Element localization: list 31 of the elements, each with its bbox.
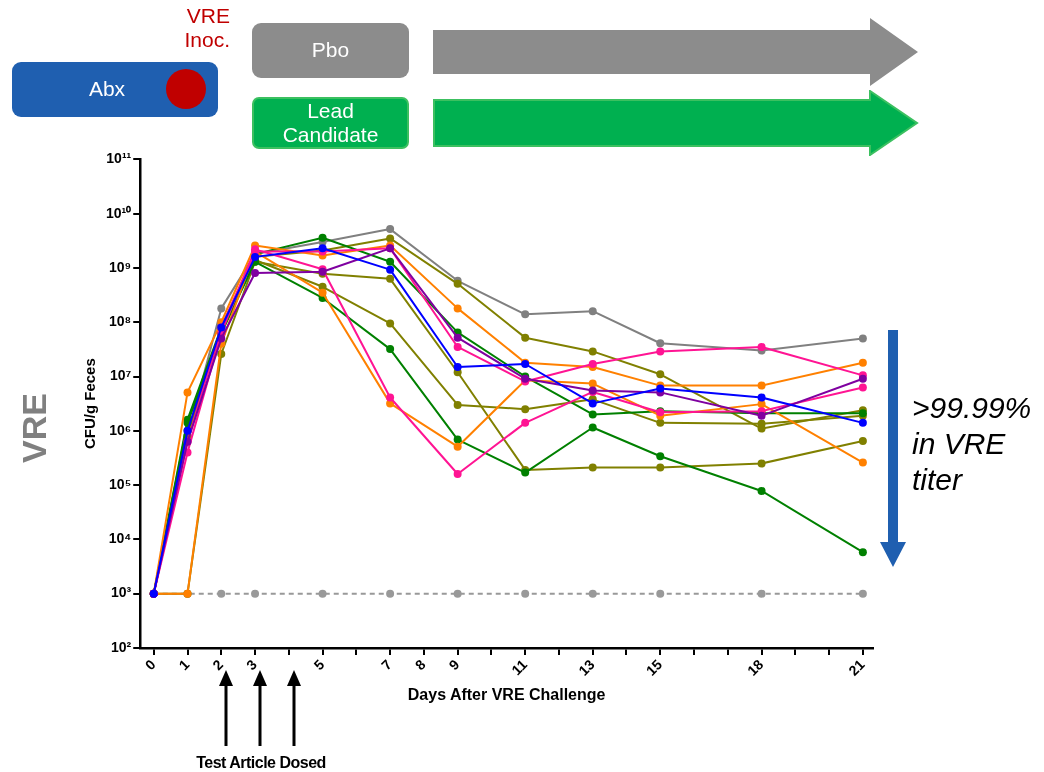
y-tick-label: 10⁸ xyxy=(109,313,132,330)
y-tick-label: 10² xyxy=(111,638,132,655)
y-tick-label: 10⁷ xyxy=(109,367,132,384)
text: VRE Inoc. xyxy=(183,4,230,53)
y-tick-label: 10⁶ xyxy=(109,421,132,438)
y-tick-label: 10⁴ xyxy=(108,530,132,547)
text: VRE xyxy=(15,392,55,465)
text: Lead Candidate xyxy=(281,98,380,147)
x-tick-label: 21 xyxy=(845,656,868,679)
y-tick-label: 10¹¹ xyxy=(106,150,132,167)
x-tick-label: 5 xyxy=(310,656,328,674)
text: >99.99% in VRE titer xyxy=(912,390,1033,498)
x-tick-label: 9 xyxy=(445,656,463,674)
x-tick-label: 8 xyxy=(411,656,429,674)
x-tick-label: 2 xyxy=(209,656,227,674)
x-tick-label: 0 xyxy=(141,656,159,674)
x-tick-label: 3 xyxy=(243,656,261,674)
x-tick-label: 1 xyxy=(175,656,193,674)
x-tick-label: 13 xyxy=(575,656,598,679)
x-tick-label: 7 xyxy=(378,656,396,674)
x-axis-title: Days After VRE Challenge xyxy=(407,685,606,703)
x-tick-label: 18 xyxy=(744,656,767,679)
y-tick-label: 10¹⁰ xyxy=(106,204,132,221)
x-tick-label: 15 xyxy=(642,656,666,679)
x-tick-label: 11 xyxy=(508,656,531,679)
y-tick-label: 10⁹ xyxy=(109,258,132,275)
y-tick-label: 10⁵ xyxy=(109,475,132,492)
text: Test Article Dosed xyxy=(195,752,327,772)
y-tick-label: 10³ xyxy=(111,584,132,601)
y-axis-title: CFU/g Feces xyxy=(81,358,99,450)
text: Abx xyxy=(87,76,127,103)
